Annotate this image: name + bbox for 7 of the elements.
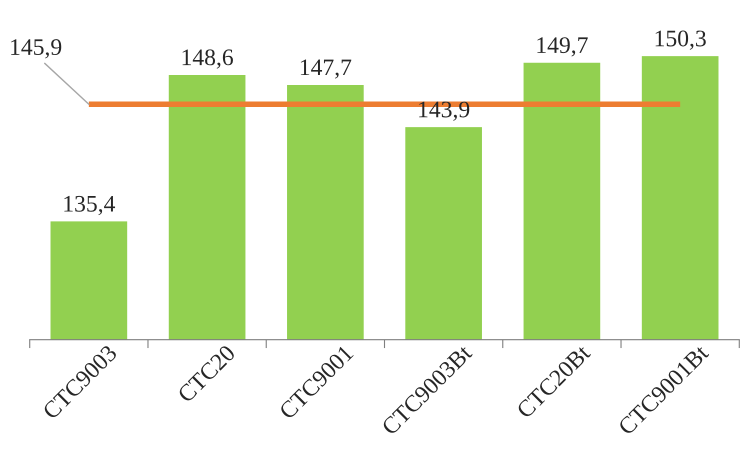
data-label: 149,7 [537, 37, 588, 56]
ref-line-label: 145,9 [11, 39, 62, 58]
data-label: 150,3 [656, 30, 706, 50]
data-label: 147,7 [300, 59, 352, 79]
data-label: 148,6 [182, 49, 233, 69]
data-label: 143,9 [419, 102, 470, 121]
data-label: 135,4 [64, 196, 116, 216]
